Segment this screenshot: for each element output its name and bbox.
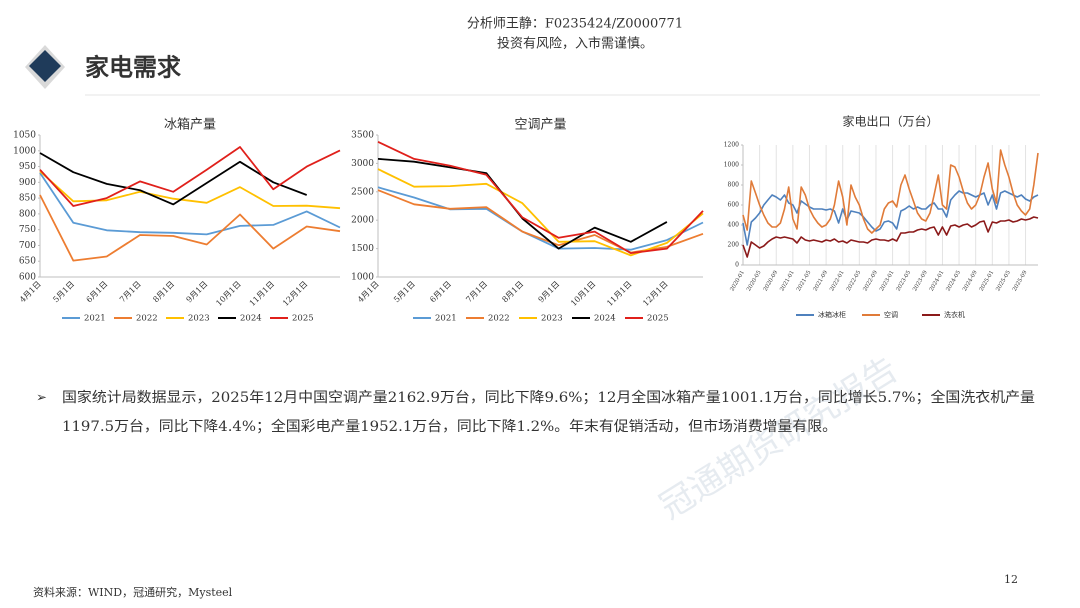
x-tick-label: 11月1日 (248, 279, 276, 307)
x-tick-label: 10月1日 (214, 279, 242, 307)
legend-label: 2022 (136, 314, 158, 324)
x-tick-label: 2022-05 (846, 269, 863, 292)
x-tick-label: 12月1日 (641, 279, 669, 307)
legend-label: 2021 (435, 314, 457, 324)
y-tick-label: 1000 (724, 162, 739, 169)
legend-label: 空调 (884, 310, 898, 319)
watermark: 冠通期货研究报告 (653, 349, 905, 527)
y-tick-label: 0 (735, 262, 739, 269)
y-tick-label: 2500 (351, 187, 374, 197)
x-tick-label: 12月1日 (281, 279, 309, 307)
series-line (742, 190, 1039, 246)
x-tick-label: 8月1日 (500, 279, 525, 304)
x-tick-label: 2025-05 (995, 269, 1012, 292)
x-tick-label: 2024-05 (945, 269, 962, 292)
y-tick-label: 2000 (351, 216, 374, 226)
page-number: 12 (1004, 573, 1018, 586)
legend-label: 2025 (647, 314, 669, 324)
legend-label: 洗衣机 (944, 310, 965, 319)
x-tick-label: 5月1日 (51, 279, 76, 304)
x-tick-label: 2020-05 (746, 269, 763, 292)
legend-label: 2025 (292, 314, 314, 324)
y-tick-label: 650 (19, 257, 36, 267)
icon-diamond (29, 50, 61, 82)
x-tick-label: 9月1日 (185, 279, 210, 304)
y-tick-label: 700 (19, 241, 36, 251)
legend-label: 2024 (594, 314, 616, 324)
legend-label: 2022 (488, 314, 510, 324)
series-line (39, 194, 341, 262)
legend-label: 2024 (240, 314, 262, 324)
slide-title: 家电需求 (85, 53, 181, 82)
x-tick-label: 2024-09 (962, 269, 979, 292)
y-tick-label: 850 (19, 194, 36, 204)
y-tick-label: 1500 (351, 244, 374, 254)
x-tick-label: 2023-09 (912, 269, 929, 292)
x-tick-label: 2025-09 (1012, 269, 1029, 292)
y-tick-label: 750 (19, 225, 36, 235)
y-tick-label: 400 (728, 222, 740, 229)
series-line (742, 149, 1039, 234)
analyst: 分析师王静：F0235424/Z0000771 (467, 17, 683, 32)
y-tick-label: 3000 (351, 159, 374, 169)
x-tick-label: 7月1日 (464, 279, 489, 304)
bullet-marker: ➢ (36, 391, 47, 406)
x-tick-label: 2023-05 (896, 269, 913, 292)
x-tick-label: 4月1日 (18, 279, 43, 304)
y-tick-label: 600 (19, 273, 36, 283)
x-tick-label: 2020-01 (729, 270, 746, 293)
series-line (377, 168, 704, 257)
series-line (39, 170, 341, 210)
series-line (742, 216, 1039, 258)
series-line (39, 152, 308, 206)
x-tick-label: 5月1日 (392, 279, 417, 304)
x-tick-label: 2025-01 (979, 270, 996, 293)
y-tick-label: 950 (19, 162, 36, 172)
x-tick-label: 6月1日 (428, 279, 453, 304)
x-tick-label: 2020-09 (763, 269, 780, 292)
series-line (377, 158, 668, 250)
x-tick-label: 10月1日 (569, 279, 597, 307)
y-tick-label: 1050 (13, 131, 36, 141)
x-tick-label: 2022-01 (829, 270, 846, 293)
legend-label: 冰箱冰柜 (818, 310, 846, 319)
series-line (377, 186, 704, 251)
y-tick-label: 800 (728, 182, 740, 189)
x-tick-label: 2021-09 (813, 269, 830, 292)
x-tick-label: 4月1日 (356, 279, 381, 304)
x-tick-label: 11月1日 (605, 279, 633, 307)
bullet-line: 1197.5万台，同比下降4.4%；全国彩电产量1952.1万台，同比下降1.2… (62, 418, 837, 435)
x-tick-label: 8月1日 (151, 279, 176, 304)
legend-label: 2023 (188, 314, 210, 324)
x-tick-label: 2021-01 (779, 270, 796, 293)
x-tick-label: 2024-01 (929, 270, 946, 293)
chart-title: 家电出口（万台） (842, 114, 938, 129)
y-tick-label: 600 (728, 202, 740, 209)
y-tick-label: 1000 (13, 146, 36, 156)
legend-label: 2021 (84, 314, 106, 324)
y-tick-label: 1000 (351, 273, 374, 283)
chart-title: 空调产量 (514, 118, 566, 133)
x-tick-label: 2023-01 (879, 270, 896, 293)
bullet-line: 国家统计局数据显示，2025年12月中国空调产量2162.9万台，同比下降9.6… (62, 389, 1035, 406)
x-tick-label: 6月1日 (85, 279, 110, 304)
x-tick-label: 9月1日 (537, 279, 562, 304)
y-tick-label: 800 (19, 209, 36, 219)
risk-note: 投资有风险，入市需谨慎。 (497, 36, 653, 52)
y-tick-label: 3500 (351, 131, 374, 141)
y-tick-label: 200 (728, 242, 740, 249)
source: 资料来源：WIND，冠通研究，Mysteel (33, 585, 233, 599)
series-line (39, 146, 341, 207)
chart-title: 冰箱产量 (164, 117, 216, 133)
series-line (377, 140, 704, 254)
x-tick-label: 7月1日 (118, 279, 143, 304)
legend-label: 2023 (541, 314, 563, 324)
x-tick-label: 2021-05 (796, 269, 813, 292)
series-line (39, 172, 341, 236)
y-tick-label: 900 (19, 178, 36, 188)
y-tick-label: 1200 (724, 142, 739, 149)
x-tick-label: 2022-09 (862, 269, 879, 292)
